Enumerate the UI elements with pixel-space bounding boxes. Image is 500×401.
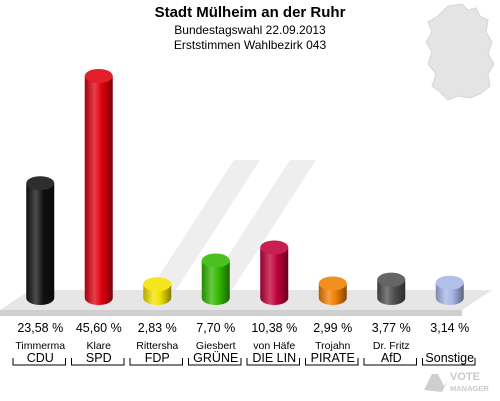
candidate-label: Rittersha: [136, 340, 178, 352]
party-label: Sonstige: [425, 351, 474, 365]
germany-map-icon: [425, 3, 495, 101]
candidate-label: Timmerma: [15, 340, 65, 352]
candidate-label: Trojahn: [315, 340, 350, 352]
bar-gr-ne: [201, 260, 230, 305]
candidate-label: von Häfe: [253, 340, 295, 352]
bar-afd: [377, 279, 406, 305]
value-label: 7,70 %: [196, 321, 235, 335]
chart-floor-edge: [0, 310, 462, 316]
vote-manager-logo: VOTE MANAGER: [422, 366, 494, 396]
candidate-label: Giesbert: [196, 340, 236, 352]
background-slash: [150, 160, 260, 290]
chart-title: Stadt Mülheim an der Ruhr: [154, 4, 346, 21]
party-label: PIRATE: [311, 351, 355, 365]
party-label: GRÜNE: [193, 351, 238, 365]
party-label: FDP: [145, 351, 170, 365]
value-label: 3,14 %: [430, 321, 469, 335]
value-label: 2,83 %: [138, 321, 177, 335]
bar-top: [318, 276, 347, 291]
label-bracket: [188, 358, 242, 366]
bar-top: [377, 272, 406, 287]
chart-floor: [0, 290, 492, 310]
label-bracket: [71, 358, 125, 366]
party-label: AfD: [381, 351, 402, 365]
party-label: DIE LIN: [252, 351, 296, 365]
svg-text:VOTE: VOTE: [450, 371, 480, 383]
chart-subtitle-district: Erststimmen Wahlbezirk 043: [173, 38, 327, 52]
value-label: 10,38 %: [251, 321, 297, 335]
bar-top: [84, 69, 113, 83]
value-label: 45,60 %: [76, 321, 122, 335]
chart-subtitle-election: Bundestagswahl 22.09.2013: [174, 23, 326, 37]
bar-top: [26, 176, 55, 191]
bar-cdu: [26, 183, 55, 305]
value-label: 2,99 %: [313, 321, 352, 335]
label-bracket: [422, 358, 476, 366]
vote-manager-logo-icon: VOTE MANAGER: [424, 371, 489, 393]
bar-top: [143, 277, 172, 292]
label-bracket: [363, 358, 417, 366]
candidate-label: Dr. Fritz: [373, 340, 410, 352]
candidate-label: Klare: [86, 340, 111, 352]
label-bracket: [12, 358, 66, 366]
party-label: SPD: [86, 351, 112, 365]
label-bracket: [129, 358, 183, 366]
svg-text:MANAGER: MANAGER: [450, 384, 489, 393]
background-slash: [206, 160, 316, 290]
label-bracket: [305, 358, 359, 366]
party-label: CDU: [27, 351, 54, 365]
label-bracket: [246, 358, 300, 366]
value-label: 3,77 %: [372, 321, 411, 335]
bar-die-linke: [260, 247, 289, 305]
bar-top: [201, 253, 230, 268]
value-label: 23,58 %: [17, 321, 63, 335]
bar-spd: [84, 76, 113, 305]
bar-top: [260, 240, 289, 255]
bar-top: [435, 275, 464, 290]
